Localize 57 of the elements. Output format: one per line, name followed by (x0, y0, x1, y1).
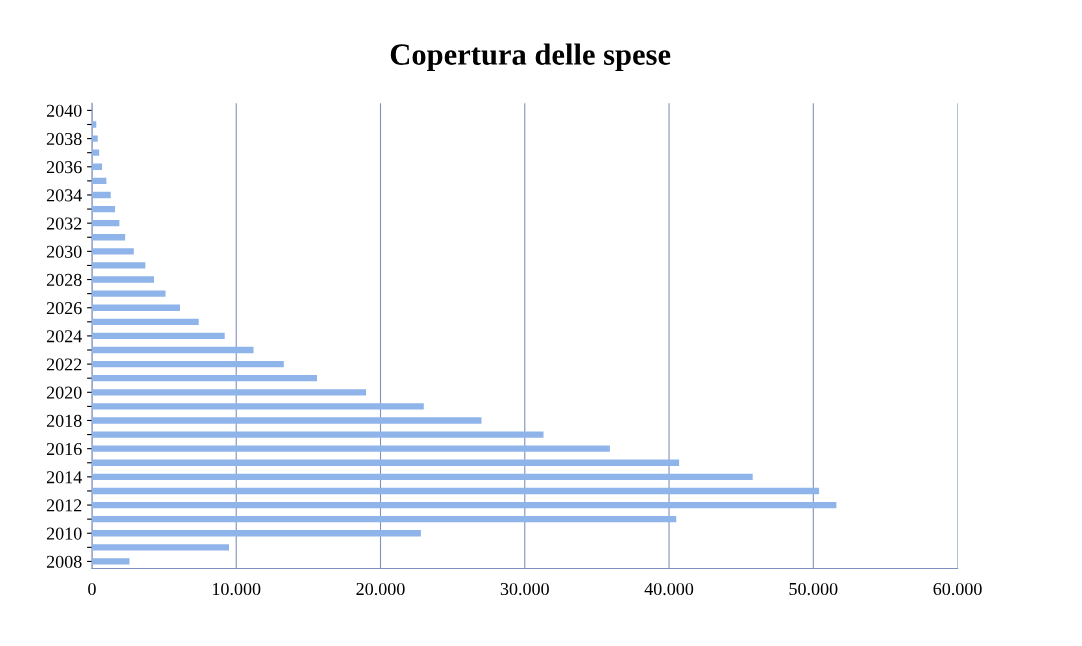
y-tick-label: 2010 (46, 527, 82, 540)
y-tick-label: 2034 (46, 189, 82, 202)
bar (91, 276, 154, 283)
bar (91, 360, 284, 368)
bar (91, 389, 367, 396)
bar (91, 473, 753, 481)
bar (91, 417, 482, 424)
bar (91, 515, 677, 523)
y-tick-label: 2016 (46, 442, 82, 456)
bar (91, 248, 134, 255)
x-tick-label: 30.000 (500, 582, 549, 596)
bar (91, 445, 610, 452)
x-tick-label: 40.000 (644, 582, 694, 596)
y-tick-label: 2024 (46, 330, 82, 343)
y-tick-label: 2012 (46, 499, 82, 512)
x-tick-label: 10.000 (213, 582, 261, 596)
bar (91, 177, 107, 185)
bar (91, 403, 424, 410)
bar (91, 262, 146, 269)
bar (91, 544, 230, 551)
y-tick-label: 2030 (46, 245, 82, 258)
bar (91, 121, 97, 128)
bar (91, 501, 837, 509)
y-tick-label: 2040 (46, 104, 82, 117)
bar (91, 318, 199, 325)
bar (91, 558, 130, 565)
y-tick-label: 2022 (46, 358, 82, 371)
bar (91, 219, 120, 227)
x-tick-label: 50.000 (789, 582, 838, 596)
x-tick-label: 20.000 (356, 582, 405, 596)
bar (91, 191, 111, 199)
y-tick-label: 2032 (46, 217, 82, 230)
bar (91, 205, 116, 213)
bar (91, 346, 254, 354)
y-tick-label: 2038 (46, 132, 82, 146)
bar (91, 234, 126, 241)
bar (91, 332, 225, 340)
y-tick-label: 2018 (46, 414, 82, 427)
bar (91, 290, 166, 297)
y-tick-label: 2036 (46, 161, 82, 174)
bar (91, 487, 820, 495)
chart-title: Copertura delle spese (390, 43, 671, 72)
bar (91, 431, 544, 438)
bar (91, 149, 100, 156)
x-tick-label: 0 (88, 582, 96, 596)
x-tick-label: 60.000 (933, 582, 982, 596)
bar (91, 530, 421, 537)
y-tick-label: 2014 (46, 471, 82, 484)
bar (91, 135, 98, 142)
y-tick-label: 2028 (46, 273, 82, 286)
bar (91, 459, 680, 466)
y-tick-label: 2026 (46, 301, 82, 315)
y-tick-label: 2008 (46, 555, 82, 568)
y-tick-label: 2020 (46, 386, 82, 399)
bar (91, 163, 103, 170)
bar (91, 304, 180, 311)
bar (91, 375, 318, 382)
